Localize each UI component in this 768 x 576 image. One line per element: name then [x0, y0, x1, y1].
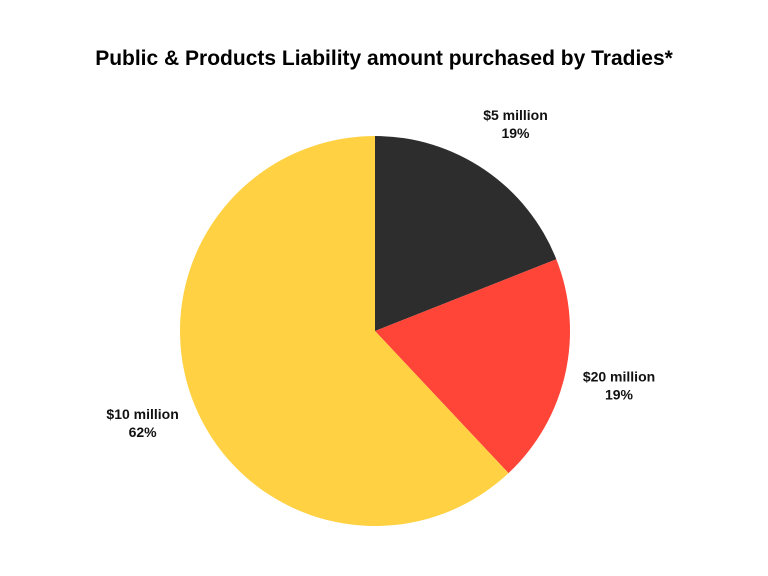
- slice-label-percent: 19%: [605, 387, 634, 403]
- slice-label: $5 million 19%: [483, 107, 548, 141]
- slice-labels: $5 million 19% $20 million 19% $10 million 62…: [106, 107, 655, 440]
- chart-title: Public & Products Liability amount purch…: [95, 47, 673, 70]
- pie-slice: [375, 136, 557, 331]
- slice-label-name: $20 million: [583, 369, 655, 385]
- slice-label-percent: 62%: [129, 424, 158, 440]
- pie-slice: [375, 259, 571, 474]
- slice-label-name: $10 million: [106, 406, 178, 422]
- slice-label: $10 million 62%: [106, 406, 178, 440]
- slice-label-name: $5 million: [483, 107, 548, 123]
- slice-label-percent: 19%: [501, 125, 530, 141]
- slice-label: $20 million 19%: [583, 369, 655, 403]
- pie-slice: [180, 136, 509, 526]
- pie-slices: [180, 136, 571, 526]
